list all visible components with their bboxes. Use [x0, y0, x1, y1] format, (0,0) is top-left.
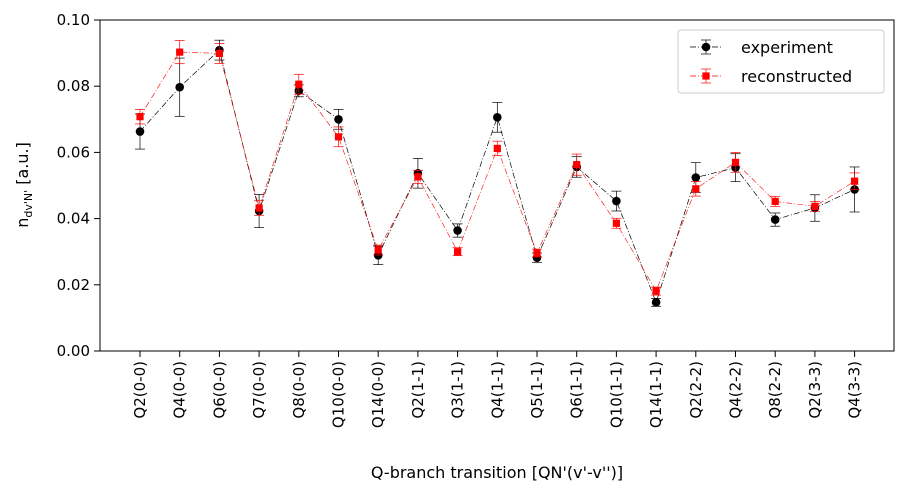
legend-label-reconstructed: reconstructed [741, 67, 852, 86]
y-tick-label: 0.06 [57, 143, 90, 161]
data-point-reconstructed [136, 113, 144, 121]
y-tick-label: 0.02 [57, 276, 90, 294]
legend-marker-reconstructed [702, 72, 710, 80]
x-tick-label: Q4(0-0) [171, 361, 189, 419]
data-point-reconstructed [612, 219, 620, 227]
data-point-experiment [612, 196, 621, 206]
data-point-reconstructed [295, 80, 303, 88]
data-point-reconstructed [771, 197, 779, 205]
y-axis-label-unit: [a.u.] [13, 142, 32, 190]
data-point-reconstructed [652, 287, 660, 295]
x-tick-label: Q14(0-0) [369, 361, 387, 428]
data-point-reconstructed [215, 49, 223, 58]
x-tick-label: Q10(1-1) [607, 361, 625, 428]
x-tick-label: Q7(0-0) [250, 361, 268, 419]
legend-entry-experiment: experiment [690, 38, 833, 57]
x-tick-label: Q8(2-2) [766, 361, 784, 419]
data-point-experiment [135, 127, 145, 136]
legend: experiment reconstructed [677, 29, 885, 94]
x-tick-label: Q2(2-2) [687, 361, 705, 419]
y-axis-label-subscript: dv'N' [22, 190, 35, 218]
data-point-reconstructed [533, 249, 541, 257]
x-axis-label: Q-branch transition [QN'(v'-v'')] [371, 463, 623, 482]
x-tick-label: Q8(0-0) [290, 361, 308, 419]
y-tick-label: 0.08 [57, 77, 90, 95]
data-point-experiment [453, 226, 462, 235]
x-tick-label: Q6(0-0) [210, 361, 228, 419]
data-point-reconstructed [573, 161, 581, 169]
legend-frame [677, 29, 885, 94]
data-point-experiment [651, 298, 661, 307]
data-point-experiment [691, 173, 701, 182]
legend-marker-experiment [701, 42, 711, 52]
x-tick-label: Q10(0-0) [330, 361, 348, 428]
data-point-reconstructed [731, 158, 740, 166]
x-tick-label: Q2(3-3) [806, 361, 824, 419]
data-point-reconstructed [374, 246, 382, 254]
y-axis-label-main: n [13, 218, 32, 228]
data-point-experiment [175, 82, 184, 92]
y-ticks: 0.00 0.02 0.04 0.06 0.08 0.10 [57, 11, 100, 360]
x-tick-label: Q4(1-1) [488, 361, 506, 419]
data-point-reconstructed [851, 177, 859, 185]
x-tick-label: Q14(1-1) [647, 361, 665, 428]
data-point-reconstructed [454, 248, 462, 256]
data-point-experiment [334, 115, 343, 124]
x-tick-label: Q4(2-2) [727, 361, 745, 419]
x-tick-label: Q3(1-1) [449, 361, 467, 419]
data-point-reconstructed [692, 185, 700, 193]
data-point-reconstructed [255, 204, 263, 212]
y-tick-label: 0.00 [57, 342, 90, 360]
data-point-reconstructed [811, 202, 819, 210]
legend-label-experiment: experiment [741, 38, 833, 57]
x-tick-label: Q2(1-1) [409, 361, 427, 419]
x-tick-label: Q5(1-1) [528, 361, 546, 419]
x-tick-label: Q2(0-0) [131, 361, 149, 419]
data-point-experiment [770, 215, 780, 224]
data-point-reconstructed [334, 133, 343, 141]
plot-frame [99, 19, 895, 352]
data-point-reconstructed [414, 173, 422, 181]
x-ticks: Q2(0-0) Q4(0-0) Q6(0-0) Q7(0-0) Q8(0-0) Q10(0… [131, 351, 864, 428]
y-axis-label: ndv'N' [a.u.] [13, 142, 35, 228]
data-point-experiment [493, 113, 502, 122]
data-point-reconstructed [493, 144, 501, 153]
data-point-reconstructed [176, 48, 184, 56]
legend-entry-reconstructed: reconstructed [690, 67, 852, 86]
y-tick-label: 0.04 [57, 210, 90, 228]
y-tick-label: 0.10 [57, 11, 90, 29]
series-layer [135, 39, 860, 307]
x-tick-label: Q6(1-1) [568, 361, 586, 419]
x-tick-label: Q4(3-3) [846, 361, 864, 419]
